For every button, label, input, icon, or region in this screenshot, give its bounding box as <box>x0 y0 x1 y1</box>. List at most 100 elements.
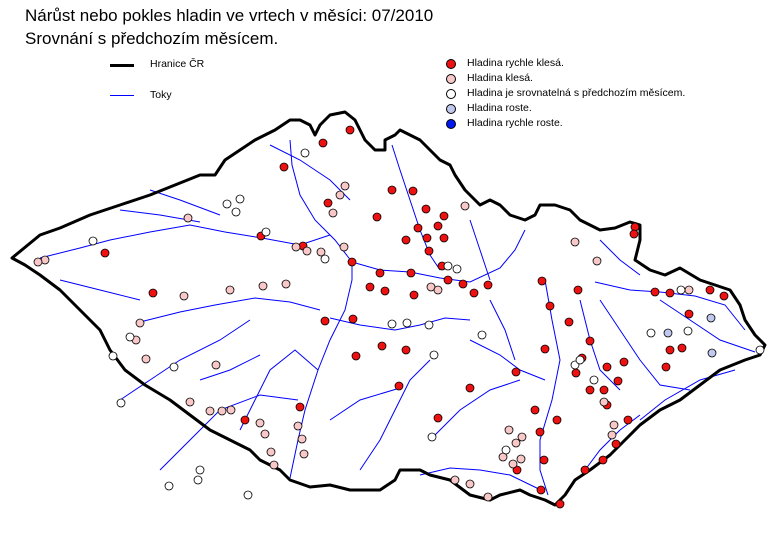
well-point <box>179 291 189 301</box>
well-point <box>573 285 583 295</box>
well-point <box>401 345 411 355</box>
well-point <box>585 336 595 346</box>
legend-point-label: Hladina klesá. <box>467 72 533 84</box>
legend-border-line <box>110 64 134 67</box>
river-line <box>119 319 251 401</box>
well-point <box>335 190 345 200</box>
well-point <box>318 138 328 148</box>
river-line <box>289 139 353 479</box>
well-point <box>452 264 462 274</box>
well-point <box>377 341 387 351</box>
well-point <box>347 257 357 267</box>
well-point <box>555 499 565 509</box>
river-line <box>139 297 321 323</box>
river-line <box>489 299 516 361</box>
river-line <box>469 219 491 281</box>
river-line <box>199 354 261 381</box>
well-point <box>424 320 434 330</box>
well-point <box>443 261 453 271</box>
well-point <box>231 207 241 217</box>
river-line <box>419 467 546 493</box>
well-point <box>302 246 312 256</box>
river-line <box>599 299 691 391</box>
well-point <box>755 345 765 355</box>
well-point <box>185 397 195 407</box>
well-point <box>255 418 265 428</box>
well-point <box>517 432 527 442</box>
well-point <box>707 348 717 358</box>
well-point <box>222 199 232 209</box>
river-line <box>469 339 546 381</box>
well-point <box>599 385 609 395</box>
well-point <box>148 288 158 298</box>
well-point <box>258 281 268 291</box>
legend-point-label: Hladina roste. <box>467 102 532 114</box>
well-point <box>340 181 350 191</box>
legend-point-marker <box>446 89 456 99</box>
well-point <box>116 398 126 408</box>
well-point <box>297 434 307 444</box>
well-point <box>226 405 236 415</box>
well-point <box>571 368 581 378</box>
well-point <box>477 330 487 340</box>
well-point <box>511 438 521 448</box>
well-point <box>443 275 453 285</box>
well-point <box>665 345 675 355</box>
well-point <box>300 148 310 158</box>
well-point <box>183 213 193 223</box>
well-point <box>402 318 412 328</box>
river-line <box>659 299 756 353</box>
well-point <box>295 402 305 412</box>
well-point <box>598 455 608 465</box>
well-point <box>512 465 522 475</box>
well-point <box>266 447 276 457</box>
well-point <box>537 276 547 286</box>
well-point <box>394 381 404 391</box>
river-line <box>539 279 561 496</box>
well-point <box>460 201 470 211</box>
well-point <box>663 328 673 338</box>
well-point <box>433 285 443 295</box>
legend-point-marker <box>446 59 456 69</box>
well-point <box>684 285 694 295</box>
well-point <box>235 194 245 204</box>
well-point <box>261 227 271 237</box>
well-point <box>552 415 562 425</box>
well-point <box>372 212 382 222</box>
well-point <box>323 198 333 208</box>
well-point <box>211 360 221 370</box>
well-point <box>217 406 227 416</box>
well-point <box>316 247 326 257</box>
well-point <box>439 211 449 221</box>
well-point <box>348 314 358 324</box>
well-point <box>469 288 479 298</box>
river-line <box>599 239 641 276</box>
river-line <box>594 281 746 331</box>
well-point <box>135 318 145 328</box>
well-point <box>205 406 215 416</box>
well-point <box>380 286 390 296</box>
well-point <box>422 233 432 243</box>
well-point <box>623 415 633 425</box>
well-point <box>439 233 449 243</box>
well-point <box>33 257 43 267</box>
well-point <box>328 208 338 218</box>
well-point <box>125 332 135 342</box>
well-point <box>375 268 385 278</box>
well-point <box>539 455 549 465</box>
river-line <box>59 279 141 301</box>
well-point <box>516 454 526 464</box>
well-point <box>611 439 621 449</box>
well-point <box>424 246 434 256</box>
map-title: Nárůst nebo pokles hladin ve vrtech v mě… <box>25 6 434 25</box>
well-point <box>607 430 617 440</box>
well-point <box>501 445 511 455</box>
river-line <box>391 144 441 271</box>
well-point <box>545 301 555 311</box>
river-line <box>579 299 621 391</box>
well-point <box>661 362 671 372</box>
well-point <box>243 490 253 500</box>
river-line <box>359 359 431 471</box>
legend-point-label: Hladina rychle roste. <box>467 117 563 129</box>
